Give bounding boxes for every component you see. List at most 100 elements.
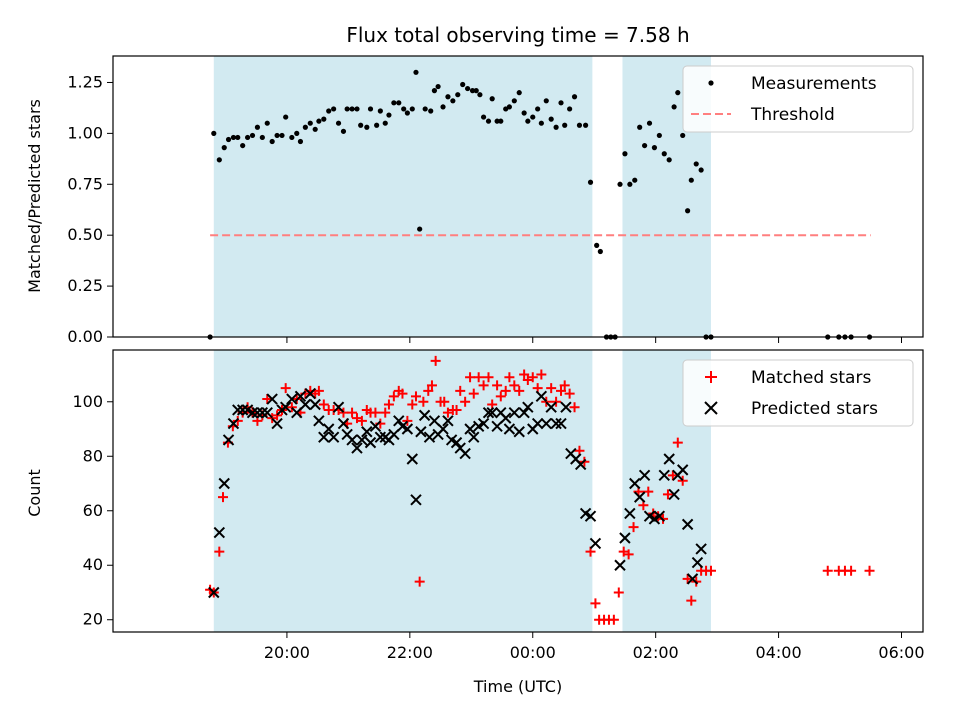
predicted-stars-point — [614, 559, 626, 571]
predicted-stars-point — [213, 526, 226, 539]
measurement-point — [254, 124, 261, 130]
predicted-stars-point — [309, 398, 321, 411]
measurement-point — [386, 112, 392, 118]
measurement-point — [562, 122, 568, 128]
measurement-point — [521, 110, 527, 116]
predicted-stars-point — [555, 417, 567, 430]
matched-stars-point — [465, 372, 476, 383]
predicted-stars-point — [624, 507, 636, 520]
measurement-point — [675, 90, 681, 96]
measurement-point — [627, 181, 633, 187]
predicted-stars-point — [271, 417, 283, 430]
y-tick-label: 1.00 — [67, 123, 103, 142]
measurement-point — [235, 134, 241, 141]
measurement-point — [382, 120, 388, 126]
legend-box — [682, 359, 914, 427]
matched-stars-point — [313, 385, 324, 396]
matched-stars-point — [667, 470, 678, 481]
predicted-stars-point — [540, 417, 552, 430]
measurement-point — [225, 136, 232, 143]
matched-stars-point — [383, 399, 394, 410]
measurement-point — [302, 124, 308, 130]
matched-stars-point — [504, 372, 515, 383]
measurement-point — [666, 157, 672, 163]
measurement-point — [465, 85, 471, 92]
predicted-stars-point — [531, 417, 544, 430]
x-tick-label: 20:00 — [264, 643, 310, 662]
measurement-point — [460, 81, 466, 88]
predicted-stars-point — [668, 488, 680, 501]
predicted-stars-point — [663, 453, 675, 465]
predicted-stars-point — [304, 387, 316, 400]
measurement-point — [221, 145, 227, 151]
matched-stars-point — [370, 407, 381, 418]
y-tick-label: 60 — [83, 501, 103, 520]
legend-box — [682, 65, 914, 133]
matched-stars-point — [356, 415, 367, 426]
y-tick-label: 0.25 — [67, 276, 103, 295]
matched-stars-point — [426, 380, 437, 391]
matched-stars-point — [509, 380, 520, 391]
matched-stars-point — [218, 492, 229, 503]
matched-stars-point — [662, 489, 673, 500]
predicted-stars-point — [508, 406, 521, 419]
chart-title: Flux total observing time = 7.58 h — [346, 23, 689, 47]
matched-stars-point — [286, 402, 297, 413]
measurement-point — [525, 118, 531, 124]
measurement-point — [587, 179, 594, 185]
legend: Matched stars Predicted stars — [682, 359, 914, 427]
measurement-point — [435, 83, 441, 90]
measurement-point — [656, 132, 662, 139]
matched-stars-point — [559, 380, 570, 391]
matched-stars-point — [514, 385, 525, 396]
predicted-stars-point — [503, 423, 516, 435]
legend-label-predicted-stars: Predicted stars — [751, 399, 878, 419]
predicted-stars-point — [369, 420, 382, 432]
matched-stars-point — [541, 396, 552, 407]
measurement-point — [646, 120, 653, 126]
measurement-point — [489, 96, 495, 102]
matched-stars-point — [280, 383, 291, 394]
predicted-stars-point — [401, 423, 414, 435]
matched-stars-point — [460, 396, 471, 407]
measurement-point — [688, 177, 694, 183]
measurement-point — [480, 114, 487, 120]
measurement-point — [428, 108, 434, 114]
predicted-stars-point — [294, 390, 307, 403]
measurement-point — [409, 106, 415, 112]
predicted-stars-point — [351, 442, 363, 454]
measurement-point — [240, 142, 246, 149]
predicted-stars-point — [323, 423, 335, 435]
matched-stars-point — [272, 410, 283, 421]
predicted-stars-point — [653, 510, 666, 522]
matched-stars-point — [551, 396, 562, 407]
matched-stars-point — [439, 396, 450, 407]
predicted-stars-point — [291, 406, 303, 419]
matched-stars-point — [318, 399, 329, 410]
predicted-stars-point — [574, 458, 587, 471]
predicted-stars-point — [374, 431, 387, 443]
measurement-point — [289, 134, 295, 141]
predicted-stars-point — [256, 406, 269, 419]
matched-stars-point — [232, 415, 243, 426]
matched-stars-point — [214, 546, 225, 557]
plot-frame — [112, 55, 924, 338]
measurement-point — [506, 104, 512, 110]
measurement-point — [685, 208, 691, 214]
matched-stars-point — [564, 388, 575, 399]
predicted-stars-point — [327, 431, 340, 443]
predicted-stars-point — [227, 417, 240, 430]
predicted-stars-point — [236, 404, 249, 416]
measurement-point — [413, 69, 419, 75]
measurement-point — [312, 126, 318, 132]
predicted-stars-point — [500, 412, 512, 424]
predicted-stars-point — [261, 406, 273, 419]
measurement-point — [274, 132, 280, 139]
matched-stars-point — [519, 369, 530, 380]
measurement-point — [374, 122, 380, 128]
measurement-point — [404, 110, 410, 116]
matched-stars-point — [483, 372, 494, 383]
predicted-stars-point — [279, 401, 292, 413]
predicted-stars-point — [410, 494, 422, 506]
